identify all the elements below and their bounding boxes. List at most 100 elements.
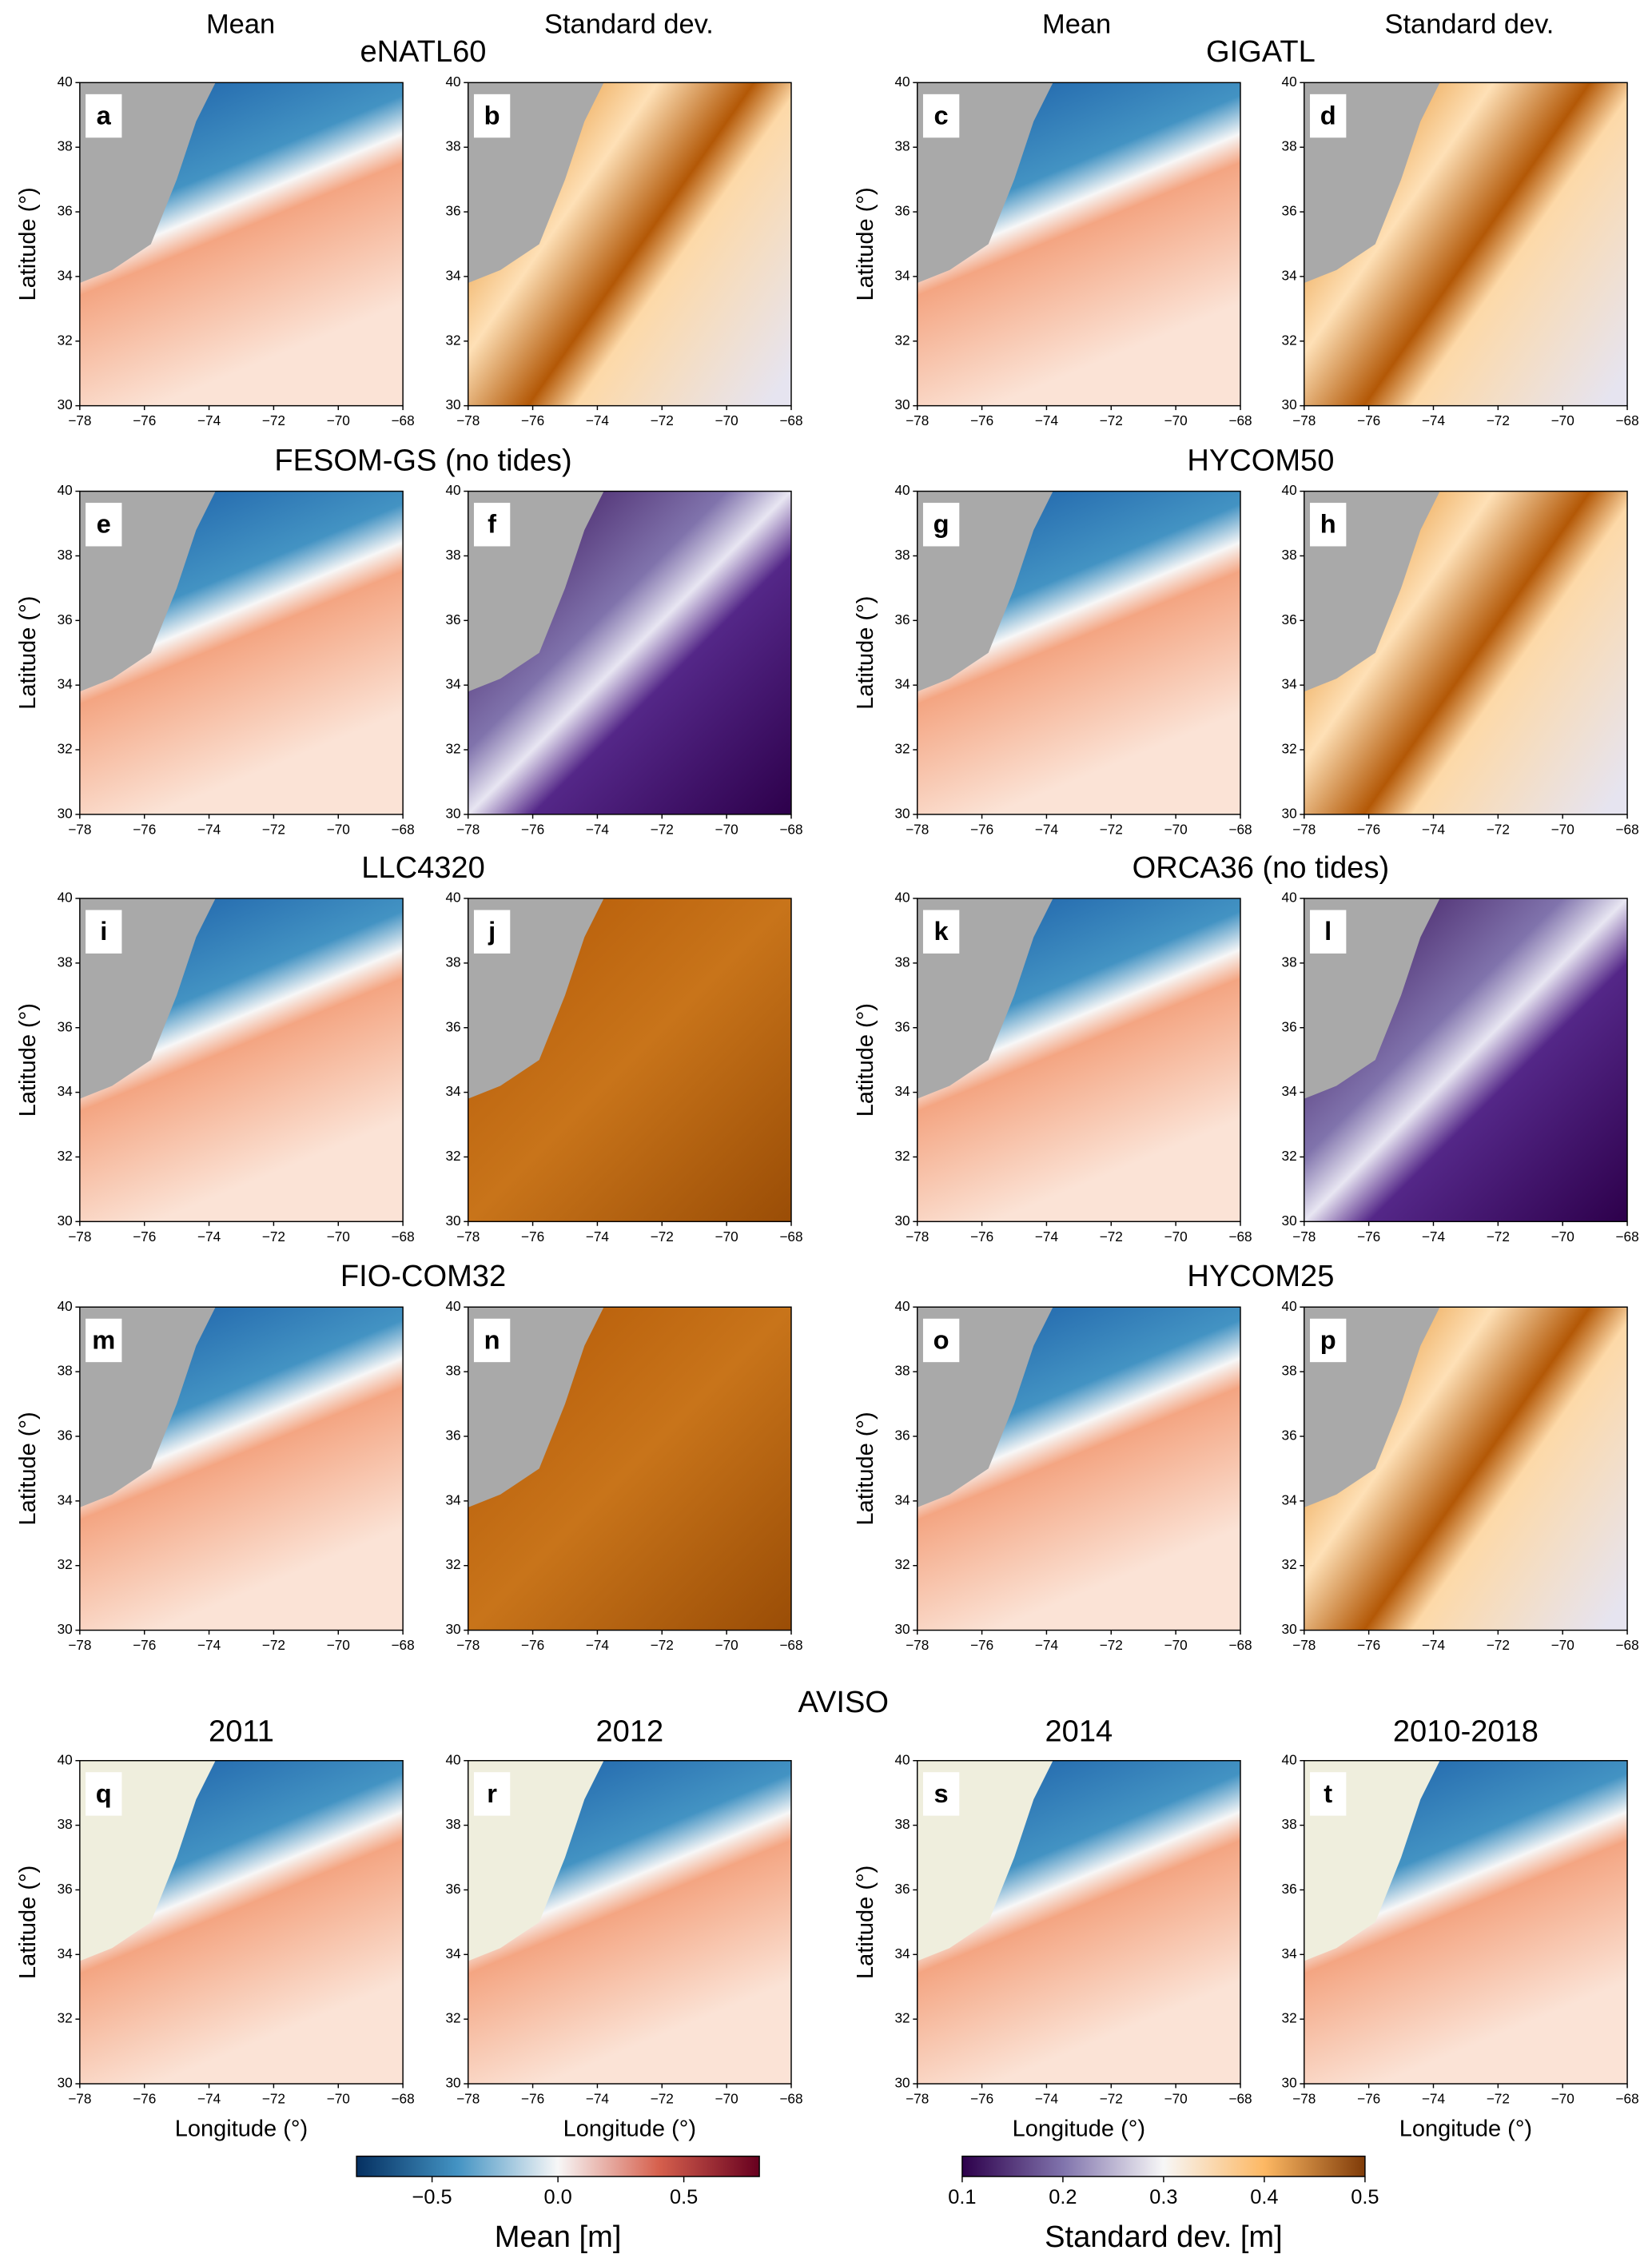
colorbar-tick-label: −0.5 <box>412 2186 452 2208</box>
x-tick-label: −68 <box>1615 1229 1638 1244</box>
x-tick-label: −68 <box>1228 1229 1252 1244</box>
x-tick-label: −78 <box>1292 1229 1316 1244</box>
x-tick-label: −76 <box>133 1637 156 1653</box>
y-axis-label: Latitude (°) <box>853 187 878 301</box>
x-tick-label: −78 <box>906 412 929 428</box>
panel-letter: c <box>934 100 949 129</box>
column-header: Standard dev. <box>1385 10 1554 40</box>
x-tick-label: −74 <box>197 1637 221 1653</box>
x-tick-label: −68 <box>779 1229 802 1244</box>
y-tick-label: 30 <box>1282 2075 1297 2091</box>
y-tick-label: 30 <box>1282 1213 1297 1229</box>
y-tick-label: 30 <box>445 396 460 412</box>
y-tick-label: 32 <box>445 1148 460 1164</box>
panel-letter: b <box>484 100 500 129</box>
x-tick-label: −68 <box>779 821 802 837</box>
y-tick-label: 32 <box>58 332 73 348</box>
x-tick-label: −78 <box>906 1229 929 1244</box>
panel-letter: i <box>100 916 107 946</box>
y-tick-label: 32 <box>445 1556 460 1572</box>
y-tick-label: 40 <box>445 1751 460 1767</box>
y-tick-label: 40 <box>894 74 910 90</box>
y-tick-label: 30 <box>58 1213 73 1229</box>
y-tick-label: 38 <box>445 1363 460 1379</box>
x-tick-label: −70 <box>327 1229 350 1244</box>
x-tick-label: −76 <box>521 2090 544 2106</box>
x-tick-label: −78 <box>68 1637 91 1653</box>
letter-box <box>922 503 960 547</box>
frame <box>79 1306 404 1631</box>
frame <box>1304 82 1628 407</box>
x-tick-label: −68 <box>1615 412 1638 428</box>
panel-letter: l <box>1324 916 1332 946</box>
colorbar-label: Standard dev. [m] <box>1045 2220 1283 2254</box>
frame <box>79 82 404 407</box>
x-tick-label: −78 <box>906 2090 929 2106</box>
x-tick-label: −72 <box>651 2090 674 2106</box>
x-tick-label: −74 <box>1422 412 1446 428</box>
frame <box>79 898 404 1223</box>
y-tick-label: 34 <box>1282 267 1298 283</box>
x-tick-label: −78 <box>456 2090 480 2106</box>
y-tick-label: 38 <box>1282 1363 1297 1379</box>
x-tick-label: −78 <box>906 821 929 837</box>
x-tick-label: −74 <box>1422 2090 1446 2106</box>
x-tick-label: −76 <box>133 412 156 428</box>
letter-box <box>922 1318 960 1363</box>
x-tick-label: −78 <box>906 1637 929 1653</box>
panel-letter: r <box>487 1778 497 1808</box>
y-tick-label: 30 <box>58 805 73 821</box>
frame <box>467 82 792 407</box>
x-axis-label: Longitude (°) <box>175 2117 308 2142</box>
y-tick-label: 30 <box>1282 805 1297 821</box>
x-tick-label: −70 <box>327 2090 350 2106</box>
panel-letter: p <box>1320 1324 1336 1354</box>
x-tick-label: −70 <box>1551 1637 1574 1653</box>
y-tick-label: 36 <box>58 1018 73 1034</box>
x-tick-label: −70 <box>1551 821 1574 837</box>
y-tick-label: 32 <box>445 332 460 348</box>
y-tick-label: 36 <box>445 1881 460 1897</box>
x-tick-label: −72 <box>1487 1637 1510 1653</box>
y-tick-label: 40 <box>1282 482 1297 498</box>
x-tick-label: −70 <box>715 2090 738 2106</box>
x-tick-label: −74 <box>1422 1229 1446 1244</box>
y-tick-label: 40 <box>894 1751 910 1767</box>
y-tick-label: 32 <box>445 741 460 757</box>
y-tick-label: 32 <box>58 741 73 757</box>
frame <box>1304 898 1628 1223</box>
y-tick-label: 36 <box>894 1428 910 1444</box>
x-tick-label: −72 <box>262 1229 285 1244</box>
x-tick-label: −74 <box>1035 412 1059 428</box>
frame <box>467 1759 792 2085</box>
y-tick-label: 40 <box>1282 1751 1297 1767</box>
y-tick-label: 34 <box>445 1491 461 1507</box>
panel-letter: e <box>97 509 111 539</box>
y-tick-label: 36 <box>445 1018 460 1034</box>
y-tick-label: 34 <box>1282 1945 1298 1961</box>
colorbar-label: Mean [m] <box>495 2220 622 2254</box>
x-tick-label: −68 <box>392 2090 415 2106</box>
y-tick-label: 36 <box>58 1881 73 1897</box>
y-axis-label: Latitude (°) <box>853 596 878 710</box>
y-tick-label: 34 <box>894 1491 910 1507</box>
x-tick-label: −68 <box>392 1637 415 1653</box>
panel-title: 2011 <box>209 1714 274 1748</box>
x-tick-label: −78 <box>1292 821 1316 837</box>
y-tick-label: 40 <box>445 482 460 498</box>
x-axis-label: Longitude (°) <box>1013 2117 1145 2142</box>
x-tick-label: −78 <box>68 821 91 837</box>
y-tick-label: 36 <box>1282 1018 1297 1034</box>
letter-box <box>1310 910 1347 954</box>
x-tick-label: −76 <box>133 1229 156 1244</box>
model-title: LLC4320 <box>361 851 485 885</box>
model-title: FIO-COM32 <box>340 1260 506 1293</box>
colorbar-tick-label: 0.5 <box>670 2186 698 2208</box>
panel-letter: o <box>933 1324 949 1354</box>
colorbar-tick-label: 0.5 <box>1351 2186 1379 2208</box>
x-tick-label: −70 <box>715 821 738 837</box>
y-tick-label: 32 <box>894 332 910 348</box>
frame <box>916 1306 1241 1631</box>
x-tick-label: −68 <box>392 821 415 837</box>
